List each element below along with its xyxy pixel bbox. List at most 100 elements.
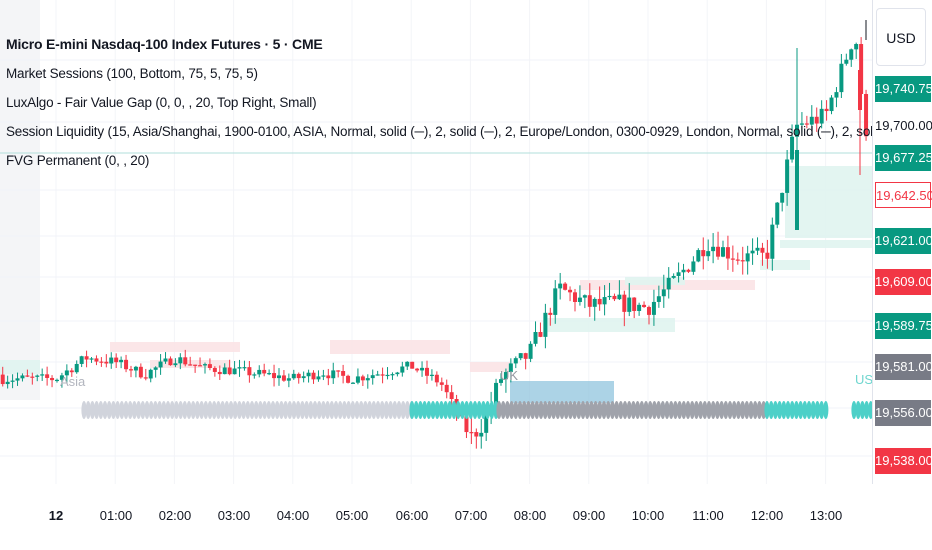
- candle-body: [410, 361, 415, 369]
- session-marker: [346, 401, 352, 419]
- session-marker: [521, 401, 527, 419]
- price-label: 19,677.25: [875, 145, 932, 171]
- session-marker: [485, 401, 491, 419]
- session-marker: [194, 401, 200, 419]
- session-label: Asia: [60, 374, 86, 389]
- price-label: 19,581.00: [875, 354, 932, 380]
- session-marker: [609, 401, 616, 419]
- candle-body: [666, 277, 671, 290]
- candle-body: [84, 356, 89, 360]
- session-marker: [672, 401, 679, 419]
- session-marker: [819, 401, 825, 419]
- candle-body: [508, 363, 513, 373]
- session-marker: [119, 401, 125, 419]
- candle-body: [627, 297, 632, 312]
- session-marker: [664, 401, 670, 419]
- candle-body: [523, 353, 528, 359]
- session-marker: [203, 401, 209, 419]
- indicator-fair-value-gap[interactable]: LuxAlgo - Fair Value Gap (0, 0, , 20, To…: [6, 95, 317, 110]
- candle-body: [316, 376, 321, 380]
- candle-body: [321, 375, 326, 377]
- session-marker: [572, 401, 578, 419]
- price-axis[interactable]: 19,740.75 19,700.00 19,677.25 19,642.50 …: [872, 0, 932, 484]
- candle-body: [311, 372, 316, 380]
- candle-body: [296, 373, 301, 379]
- indicator-fvg-permanent[interactable]: FVG Permanent (0, , 20): [6, 153, 150, 168]
- candle-body: [513, 358, 518, 364]
- candle-body: [503, 372, 508, 380]
- fvg-zone: [110, 342, 240, 352]
- session-marker: [140, 401, 146, 419]
- session-marker: [358, 401, 364, 419]
- candle-body: [395, 372, 400, 375]
- chart-canvas[interactable]: Asia UK US: [0, 0, 872, 484]
- session-marker: [341, 401, 347, 419]
- candle-body: [716, 246, 721, 257]
- candle-body: [804, 123, 809, 125]
- time-label: 09:00: [572, 508, 606, 523]
- candle-body: [193, 364, 198, 366]
- session-marker: [295, 401, 301, 419]
- price-label: 19,740.75: [875, 76, 932, 102]
- session-marker: [702, 401, 708, 419]
- candle-body: [765, 252, 770, 259]
- candle-body: [15, 378, 20, 381]
- session-marker: [89, 401, 95, 419]
- candle-body: [133, 366, 138, 371]
- candle-body: [50, 377, 55, 381]
- session-marker: [823, 401, 829, 419]
- candle-body: [291, 373, 296, 379]
- candle-body: [247, 367, 252, 376]
- candle-body: [577, 297, 582, 302]
- candle-body: [400, 366, 405, 373]
- session-marker: [438, 401, 444, 419]
- session-marker: [781, 401, 787, 419]
- price-label: 19,642.50: [875, 182, 932, 208]
- candle-body: [198, 365, 203, 367]
- candle-body: [262, 369, 267, 374]
- candle-body: [20, 375, 25, 379]
- session-marker: [211, 401, 217, 419]
- indicator-market-sessions[interactable]: Market Sessions (100, Bottom, 75, 5, 75,…: [6, 66, 258, 81]
- session-marker: [814, 401, 821, 419]
- candle-body: [360, 376, 365, 381]
- candle-body: [582, 295, 587, 298]
- session-marker: [136, 401, 142, 419]
- session-marker: [253, 401, 259, 419]
- session-marker: [383, 401, 389, 419]
- session-marker: [517, 401, 523, 419]
- candle-body: [99, 361, 104, 363]
- currency-selector[interactable]: USD: [876, 8, 926, 66]
- candle-body: [25, 375, 30, 377]
- candle-body: [592, 298, 597, 307]
- indicator-session-liquidity[interactable]: Session Liquidity (15, Asia/Shanghai, 19…: [6, 124, 872, 139]
- candle-body: [272, 373, 277, 379]
- candle-body: [720, 247, 725, 257]
- session-marker: [618, 401, 624, 419]
- candle-body: [390, 374, 395, 376]
- session-marker: [635, 401, 641, 419]
- candle-body: [671, 275, 676, 278]
- candle-body: [35, 375, 40, 377]
- session-marker: [409, 401, 415, 419]
- price-label: 19,556.00: [875, 400, 932, 426]
- candle-body: [686, 269, 691, 272]
- time-label: 06:00: [395, 508, 429, 523]
- candle-body: [331, 370, 336, 379]
- symbol-title[interactable]: Micro E-mini Nasdaq-100 Index Futures · …: [6, 36, 323, 52]
- candle-body: [429, 374, 434, 376]
- session-marker: [241, 401, 247, 419]
- price-label: 19,700.00: [875, 118, 932, 133]
- candle-body: [79, 356, 84, 364]
- time-axis[interactable]: 12 01:00 02:00 03:00 04:00 05:00 06:00 0…: [0, 484, 872, 550]
- session-marker: [85, 401, 91, 419]
- candle-body: [439, 382, 444, 385]
- chart-area[interactable]: Asia UK US Micro E-mini Nasdaq-100 Index F…: [0, 0, 872, 484]
- candle-body: [158, 361, 163, 368]
- candle-body: [770, 224, 775, 259]
- session-marker: [186, 401, 192, 419]
- candle-body: [538, 332, 543, 337]
- session-marker: [559, 401, 565, 419]
- candle-body: [449, 392, 454, 400]
- candle-body: [257, 369, 262, 375]
